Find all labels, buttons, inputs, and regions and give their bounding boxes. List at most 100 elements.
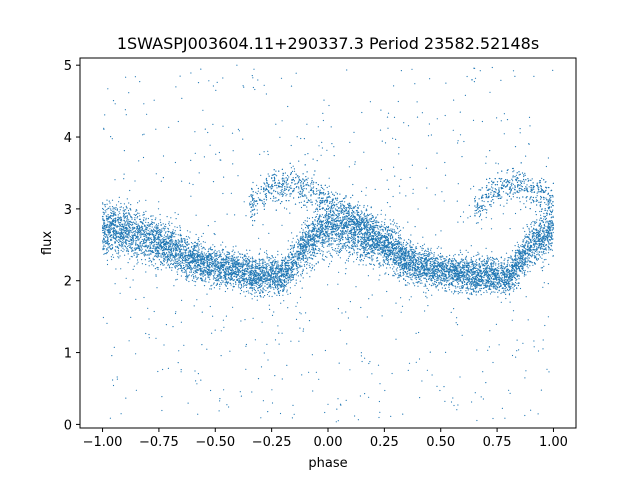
data-point bbox=[392, 250, 394, 252]
data-point bbox=[540, 210, 543, 212]
data-point bbox=[498, 265, 500, 267]
data-point bbox=[515, 284, 517, 286]
data-point bbox=[196, 270, 198, 272]
data-point bbox=[328, 250, 330, 252]
data-point bbox=[124, 224, 126, 226]
data-point bbox=[145, 263, 147, 266]
data-point bbox=[200, 262, 202, 264]
data-point bbox=[498, 276, 500, 278]
data-point bbox=[441, 262, 443, 264]
data-point bbox=[346, 224, 348, 226]
data-point bbox=[197, 277, 199, 279]
data-point bbox=[396, 247, 398, 249]
data-point bbox=[417, 242, 419, 244]
data-point bbox=[443, 272, 445, 274]
data-point bbox=[135, 241, 137, 243]
data-point bbox=[543, 218, 545, 220]
data-point bbox=[419, 261, 421, 263]
data-point bbox=[224, 268, 226, 270]
data-point bbox=[118, 211, 120, 213]
data-point bbox=[171, 258, 173, 260]
data-point bbox=[414, 265, 416, 267]
data-point bbox=[470, 266, 472, 268]
data-point bbox=[302, 277, 304, 279]
data-point bbox=[372, 258, 374, 260]
data-point bbox=[154, 236, 156, 238]
data-point bbox=[379, 229, 381, 231]
data-point bbox=[311, 248, 313, 251]
data-point bbox=[105, 234, 107, 236]
data-point bbox=[170, 262, 172, 265]
data-point bbox=[373, 251, 375, 253]
data-point bbox=[474, 265, 476, 267]
data-point bbox=[348, 212, 350, 214]
data-point bbox=[483, 284, 485, 286]
data-point bbox=[311, 227, 313, 229]
data-point bbox=[110, 256, 112, 258]
data-point bbox=[133, 247, 135, 249]
data-point bbox=[513, 285, 516, 287]
data-point bbox=[160, 249, 162, 251]
data-point bbox=[413, 283, 415, 285]
data-point bbox=[102, 226, 104, 228]
data-point bbox=[484, 264, 486, 267]
data-point bbox=[222, 281, 224, 283]
data-point bbox=[172, 236, 174, 238]
data-point bbox=[369, 217, 371, 220]
data-point bbox=[119, 209, 121, 211]
data-point bbox=[549, 233, 551, 235]
data-point bbox=[518, 257, 520, 259]
data-point bbox=[529, 270, 531, 273]
data-point bbox=[187, 251, 189, 253]
data-point bbox=[190, 270, 192, 272]
data-point bbox=[295, 241, 297, 243]
data-point bbox=[425, 254, 427, 257]
data-point bbox=[206, 259, 209, 261]
data-point bbox=[496, 288, 498, 291]
data-point bbox=[384, 256, 386, 258]
data-point bbox=[130, 209, 132, 211]
data-point bbox=[158, 232, 160, 234]
data-point bbox=[314, 216, 317, 218]
data-point bbox=[181, 260, 183, 262]
data-point bbox=[446, 277, 448, 279]
data-point bbox=[353, 223, 355, 225]
data-point bbox=[245, 270, 248, 272]
data-point bbox=[439, 281, 441, 283]
data-point bbox=[288, 262, 290, 264]
data-point bbox=[163, 251, 165, 253]
data-point bbox=[417, 260, 420, 262]
data-point bbox=[146, 236, 148, 238]
data-point bbox=[425, 253, 427, 255]
data-point bbox=[403, 239, 405, 241]
data-point bbox=[508, 257, 510, 259]
data-point bbox=[332, 238, 334, 240]
data-point bbox=[151, 219, 153, 221]
data-point bbox=[103, 213, 105, 215]
data-point bbox=[211, 252, 214, 255]
data-point bbox=[306, 239, 308, 241]
data-point bbox=[479, 289, 481, 291]
data-point bbox=[467, 289, 469, 291]
data-point bbox=[180, 260, 182, 263]
data-point bbox=[489, 271, 491, 273]
data-point bbox=[148, 260, 150, 262]
data-point bbox=[117, 220, 119, 222]
data-point bbox=[134, 234, 136, 237]
data-point bbox=[327, 228, 329, 230]
data-point bbox=[117, 256, 119, 258]
data-point bbox=[332, 217, 334, 219]
data-point bbox=[233, 253, 235, 255]
data-point bbox=[455, 290, 457, 293]
data-point bbox=[260, 285, 263, 287]
data-point bbox=[249, 287, 251, 289]
data-point bbox=[131, 218, 133, 220]
data-point bbox=[114, 249, 116, 251]
data-point bbox=[234, 270, 236, 272]
data-point bbox=[306, 209, 308, 211]
data-point bbox=[321, 258, 323, 260]
data-point bbox=[151, 264, 153, 266]
data-point bbox=[321, 229, 323, 231]
data-point bbox=[245, 258, 247, 260]
data-point bbox=[315, 223, 317, 225]
